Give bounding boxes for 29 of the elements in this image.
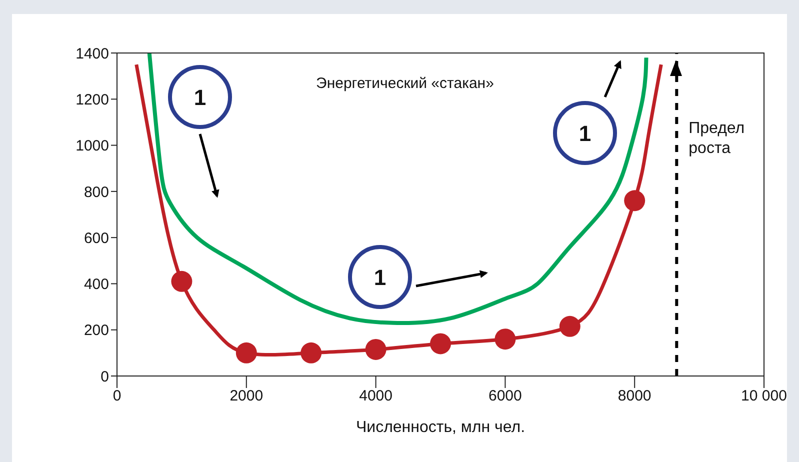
y-tick-label: 0 (100, 368, 109, 386)
point (236, 342, 257, 364)
annotation: 1 (374, 265, 386, 290)
annotation: 1 (194, 85, 206, 110)
y-tick-label: 400 (84, 276, 109, 294)
y-tick-label: 600 (84, 230, 109, 247)
annotation: Энергетический «стакан» (316, 75, 494, 92)
annotation: 1 (578, 121, 592, 146)
ref-line-label: Предел роста (688, 120, 745, 157)
x-tick-label: 2000 (230, 388, 264, 405)
line-series (147, 53, 648, 326)
point (300, 342, 322, 364)
point (365, 338, 386, 360)
point (430, 333, 451, 354)
point (171, 270, 192, 292)
x-tick-label: 10 000 (741, 388, 787, 405)
y-tick-label: 1200 (76, 91, 109, 108)
point (559, 316, 580, 337)
x-tick-label: 8000 (618, 388, 652, 405)
y-tick-label: 1400 (76, 45, 109, 62)
y-tick-label: 800 (84, 184, 109, 201)
y-tick-label: 200 (84, 322, 109, 340)
x-tick-label: 4000 (359, 388, 392, 405)
x-tick-label: 0 (112, 388, 122, 405)
y-tick-label: 1000 (76, 138, 109, 155)
x-axis-title: Численность, млн чел. (356, 419, 526, 436)
point (624, 190, 646, 212)
x-tick-label: 6000 (488, 388, 522, 405)
point (494, 328, 516, 350)
